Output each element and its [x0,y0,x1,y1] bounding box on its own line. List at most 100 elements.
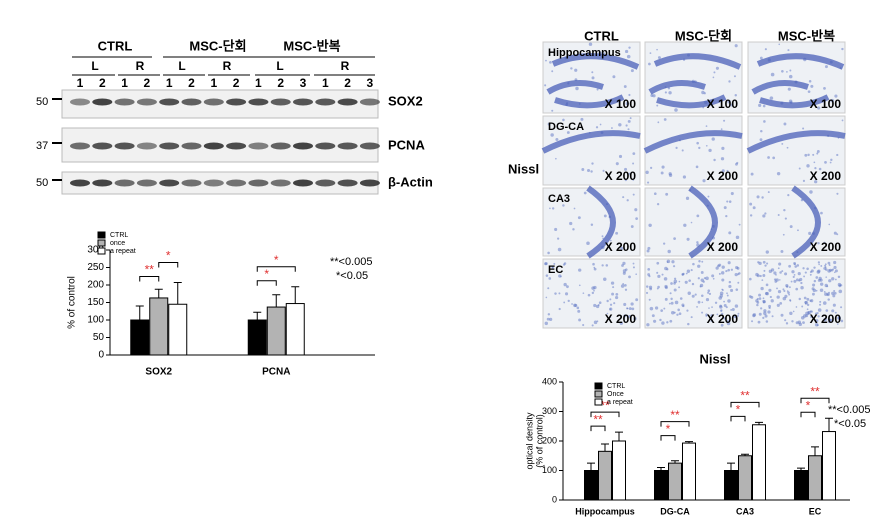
cell-dot [705,276,709,281]
magnification: X 200 [605,169,637,183]
blot-band [359,142,380,150]
significance-bracket [800,411,816,418]
cell-dot [685,272,688,275]
cell-dot [692,262,695,266]
cell-dot [576,306,580,310]
cell-dot [566,285,569,289]
cell-dot [629,117,632,120]
cell-dot [725,269,728,273]
cell-dot [789,225,793,229]
cell-dot [790,280,793,283]
cell-dot [787,193,790,197]
magnification: X 200 [810,240,842,254]
cell-dot [645,285,649,288]
cell-dot [768,306,771,310]
cell-dot [573,207,576,210]
cell-dot [719,291,724,296]
significance-bracket [256,266,296,272]
blot-band [315,142,336,150]
cell-dot [763,311,767,316]
cell-dot [578,284,581,287]
cell-dot [784,217,787,220]
cell-dot [701,260,704,263]
cell-dot [553,262,556,265]
magnification: X 100 [707,97,739,111]
cell-dot [731,308,735,312]
cell-dot [661,321,665,325]
cell-dot [687,291,691,295]
side-label: R [341,59,350,73]
cell-dot [811,287,815,291]
cell-dot [762,300,767,304]
cell-dot [788,74,793,79]
cell-dot [793,263,796,266]
cell-dot [815,289,818,292]
cell-dot [703,277,706,280]
cell-dot [768,288,772,292]
cell-dot [833,260,837,265]
cell-dot [551,70,554,73]
side-label: L [91,59,98,73]
cell-dot [701,311,704,314]
error-bar [601,443,609,452]
bar [285,303,305,356]
cell-dot [726,169,729,172]
cell-dot [656,104,659,107]
cell-dot [773,278,777,281]
cell-dot [807,153,810,157]
cell-dot [809,190,813,194]
cell-dot [670,282,673,285]
cell-dot [806,303,810,307]
cell-dot [566,131,570,134]
cell-dot [621,264,624,267]
cell-dot [819,288,824,293]
significance-label: * [806,398,811,412]
cell-dot [723,317,726,320]
bar [822,431,836,501]
cell-dot [723,119,726,122]
cell-dot [656,203,660,206]
cell-layer [791,185,821,259]
cell-dot [830,158,833,162]
cell-dot [788,286,791,289]
cell-dot [591,162,594,165]
cell-dot [829,268,833,272]
cell-dot [805,311,809,316]
cell-dot [645,170,649,174]
cell-dot [800,281,803,285]
cell-dot [782,233,785,236]
blot-band [181,179,202,187]
cell-dot [710,320,713,322]
lane-label: 2 [188,76,195,90]
y-tick-label: 0 [98,350,104,361]
cell-dot [562,204,565,207]
cell-dot [664,286,668,290]
protein-label: β-Actin [388,174,433,189]
cell-dot [719,305,723,309]
cell-dot [623,302,627,307]
x-tick-label: DG-CA [660,506,690,516]
cell-dot [721,169,725,173]
cell-dot [836,192,839,195]
cell-dot [725,306,728,309]
error-bar [272,294,281,308]
cell-dot [816,150,820,153]
cell-dot [824,65,828,69]
cell-dot [557,247,562,252]
cell-dot [789,69,792,72]
significance-label: ** [593,412,603,426]
marker-label: 37 [36,140,48,152]
cell-dot [609,316,612,319]
cell-dot [665,192,669,196]
cell-dot [657,285,660,289]
blot-band [315,179,336,187]
cell-dot [682,175,687,179]
cell-dot [591,71,594,74]
cell-dot [624,167,628,171]
cell-dot [545,59,547,62]
lane-label: 1 [255,76,262,90]
cell-dot [759,274,762,278]
cell-dot [628,307,632,311]
cell-dot [804,271,807,274]
cell-dot [557,237,560,240]
